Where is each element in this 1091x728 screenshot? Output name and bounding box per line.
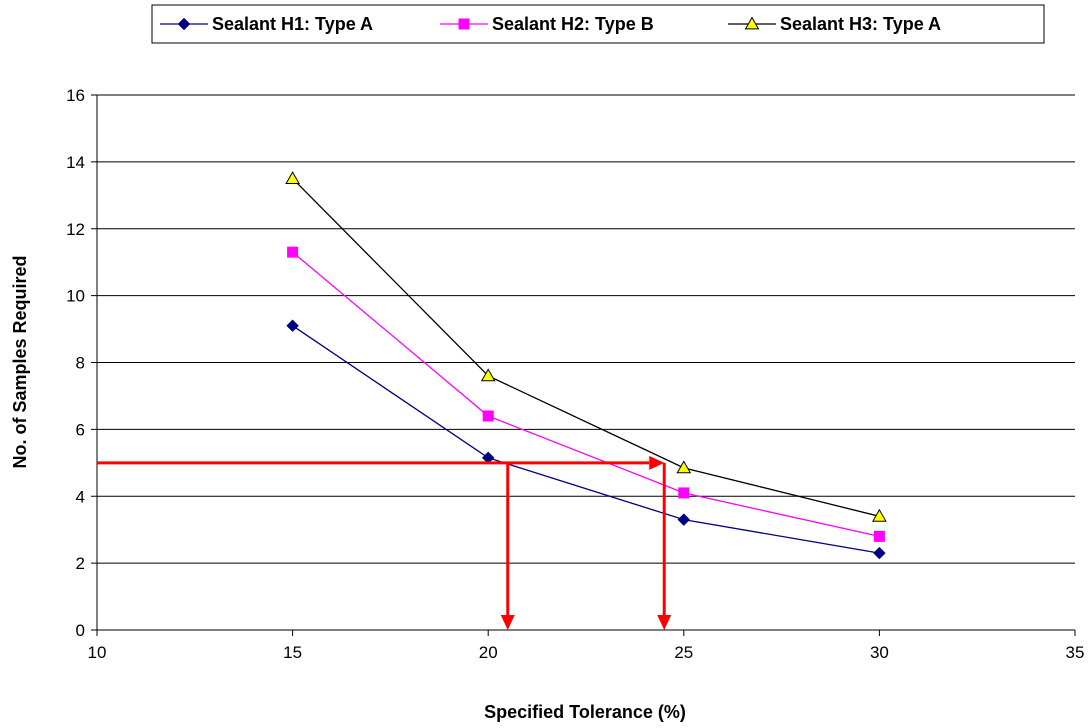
y-tick-label: 14 [66, 153, 85, 172]
x-tick-label: 10 [88, 643, 107, 662]
x-tick-label: 35 [1066, 643, 1085, 662]
annotation-arrows [97, 455, 672, 630]
arrow-head [649, 455, 665, 470]
legend-box [151, 4, 1045, 44]
x-axis-title: Specified Tolerance (%) [484, 702, 686, 722]
legend-label: Sealant H2: Type B [492, 14, 654, 34]
series-3 [285, 171, 887, 522]
gridlines [97, 94, 1075, 631]
data-point-square [458, 18, 470, 30]
data-point-square [678, 487, 690, 499]
data-point-triangle [480, 368, 496, 382]
legend-entry: Sealant H1: Type A [160, 14, 373, 34]
legend-label: Sealant H3: Type A [780, 14, 941, 34]
y-tick-label: 6 [76, 420, 85, 439]
data-point-diamond [286, 319, 299, 332]
y-tick-label: 4 [76, 487, 85, 506]
data-point-square [287, 246, 299, 258]
y-tick-labels: 0 2 4 6 8 10 12 14 16 [66, 86, 85, 640]
annotation-arrow [500, 462, 515, 630]
legend-entry: Sealant H2: Type B [440, 14, 654, 34]
x-tick-label: 20 [479, 643, 498, 662]
x-tick-label: 25 [674, 643, 693, 662]
data-point-triangle [285, 171, 300, 184]
y-tick-label: 0 [76, 621, 85, 640]
data-point-triangle [872, 508, 887, 522]
legend-label: Sealant H1: Type A [212, 14, 373, 34]
legend: Sealant H1: Type A Sealant H2: Type B Seal… [151, 4, 1045, 44]
series-line [292, 251, 880, 538]
series-2 [287, 246, 885, 542]
arrow-head [657, 615, 672, 630]
arrow-head [500, 615, 515, 630]
data-point-diamond [873, 546, 886, 560]
y-axis-title: No. of Samples Required [10, 255, 30, 468]
series-group [285, 171, 887, 560]
x-tick-label: 30 [870, 643, 889, 662]
legend-entry: Sealant H3: Type A [728, 14, 941, 34]
x-tick-label: 15 [283, 643, 302, 662]
data-point-diamond [177, 17, 191, 31]
data-point-square [873, 530, 885, 542]
y-tick-label: 10 [66, 287, 85, 306]
data-point-triangle [744, 16, 760, 30]
data-point-diamond [677, 513, 691, 526]
axes [91, 94, 1076, 636]
y-tick-label: 2 [76, 554, 85, 573]
series-1 [286, 319, 886, 560]
annotation-arrow [97, 455, 665, 470]
x-tick-labels: 10 15 20 25 30 35 [88, 643, 1085, 662]
series-line [292, 325, 880, 554]
data-point-square [482, 410, 494, 422]
y-tick-label: 8 [76, 354, 85, 373]
series-line [292, 178, 880, 517]
data-point-triangle [676, 460, 692, 474]
y-tick-label: 16 [66, 86, 85, 105]
y-tick-label: 12 [66, 220, 85, 239]
annotation-arrow [657, 462, 672, 630]
